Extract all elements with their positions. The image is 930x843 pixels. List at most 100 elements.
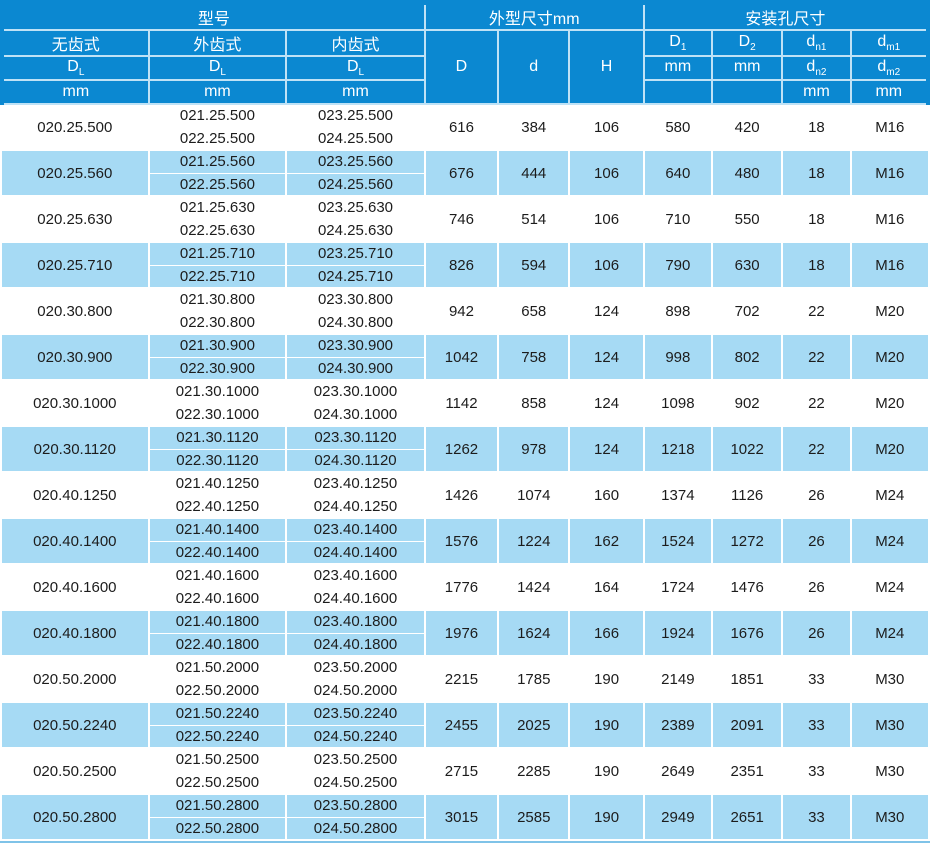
cell-internal-model-1: 023.25.500 [285,103,426,128]
cell-dn: 18 [781,103,852,151]
cell-toothless-model: 020.30.900 [2,333,150,381]
cell-D2: 802 [710,333,784,381]
cell-dm: M16 [849,195,928,243]
cell-toothless-model: 020.25.630 [2,195,150,243]
cell-internal-model-2: 024.50.2800 [285,816,426,841]
cell-dim-d: 978 [497,425,571,473]
cell-dim-H: 190 [568,747,645,795]
cell-dm: M16 [849,241,928,289]
cell-dm: M20 [849,333,928,381]
cell-dim-D: 3015 [423,793,500,841]
table-body: 020.25.500 021.25.500 023.25.500 616 384… [2,103,928,841]
cell-dm: M30 [849,701,928,749]
cell-toothless-model: 020.25.560 [2,149,150,197]
cell-external-model-2: 022.40.1250 [147,494,288,519]
header-group-mounting-holes: 安装孔尺寸 [642,0,930,31]
cell-internal-model-1: 023.25.630 [285,195,426,220]
header-dn2: dn2 [781,55,852,81]
cell-external-model-1: 021.25.630 [147,195,288,220]
cell-external-model-2: 022.25.560 [147,172,288,197]
cell-external-model-1: 021.40.1600 [147,563,288,588]
cell-dim-d: 1785 [497,655,571,703]
cell-external-model-1: 021.50.2240 [147,701,288,726]
cell-dim-d: 1624 [497,609,571,657]
cell-internal-model-1: 023.30.1000 [285,379,426,404]
table-row-sub-b: 022.30.900 024.30.900 [2,356,928,381]
cell-D1: 640 [642,149,714,197]
cell-external-model-2: 022.40.1800 [147,632,288,657]
table-row-sub-a: 020.50.2240 021.50.2240 023.50.2240 2455… [2,701,928,749]
cell-toothless-model: 020.40.1600 [2,563,150,611]
table-row-sub-b: 022.40.1600 024.40.1600 [2,586,928,611]
cell-dim-D: 676 [423,149,500,197]
header-D2-blank [710,79,784,105]
cell-dim-H: 190 [568,655,645,703]
cell-dim-d: 2585 [497,793,571,841]
cell-external-model-1: 021.30.900 [147,333,288,358]
table-row-sub-a: 020.25.630 021.25.630 023.25.630 746 514… [2,195,928,243]
cell-external-model-2: 022.50.2240 [147,724,288,749]
cell-external-model-2: 022.50.2000 [147,678,288,703]
cell-external-model-1: 021.40.1250 [147,471,288,496]
cell-toothless-model: 020.50.2800 [2,793,150,841]
cell-internal-model-2: 024.25.560 [285,172,426,197]
cell-internal-model-2: 024.50.2240 [285,724,426,749]
table-row-sub-b: 022.50.2000 024.50.2000 [2,678,928,703]
header-group-row: 型号 外型尺寸mm 安装孔尺寸 [0,0,930,31]
cell-internal-model-2: 024.30.800 [285,310,426,335]
cell-toothless-model: 020.30.1000 [2,379,150,427]
cell-dm: M30 [849,655,928,703]
cell-dm: M30 [849,793,928,841]
cell-dim-H: 162 [568,517,645,565]
table-row-sub-b: 022.25.500 024.25.500 [2,126,928,151]
cell-internal-model-1: 023.50.2000 [285,655,426,680]
cell-internal-model-2: 024.40.1250 [285,494,426,519]
cell-dn: 18 [781,195,852,243]
cell-dim-d: 444 [497,149,571,197]
cell-dn: 26 [781,609,852,657]
cell-dm: M16 [849,149,928,197]
header-dim-d: d [497,29,571,105]
cell-dim-H: 190 [568,793,645,841]
cell-internal-model-2: 024.25.710 [285,264,426,289]
cell-D1: 998 [642,333,714,381]
cell-internal-model-1: 023.40.1250 [285,471,426,496]
cell-external-model-1: 021.40.1800 [147,609,288,634]
cell-dm: M20 [849,425,928,473]
header-type-row: 无齿式 外齿式 内齿式 D d H D1 D2 dn1 dm1 [0,29,930,105]
cell-internal-model-2: 024.40.1800 [285,632,426,657]
table-row-sub-a: 020.50.2500 021.50.2500 023.50.2500 2715… [2,747,928,795]
cell-internal-model-1: 023.25.710 [285,241,426,266]
cell-internal-model-1: 023.25.560 [285,149,426,174]
cell-internal-model-1: 023.30.800 [285,287,426,312]
cell-toothless-model: 020.50.2000 [2,655,150,703]
cell-external-model-1: 021.25.710 [147,241,288,266]
cell-dim-d: 594 [497,241,571,289]
cell-internal-model-1: 023.40.1400 [285,517,426,542]
header-dm1: dm1 [849,29,930,57]
cell-dim-D: 2455 [423,701,500,749]
header-dim-H: H [568,29,645,105]
header-group-model: 型号 [0,0,426,31]
cell-toothless-model: 020.25.710 [2,241,150,289]
cell-external-model-2: 022.50.2800 [147,816,288,841]
cell-internal-model-1: 023.30.1120 [285,425,426,450]
cell-dn: 18 [781,149,852,197]
header-dn1: dn1 [781,29,852,57]
table-row-sub-b: 022.50.2240 024.50.2240 [2,724,928,749]
cell-external-model-1: 021.30.800 [147,287,288,312]
cell-D1: 1098 [642,379,714,427]
table-row-sub-b: 022.25.710 024.25.710 [2,264,928,289]
header-internal-unit: mm [285,79,426,105]
header-internal-symbol: DL [285,55,426,81]
cell-toothless-model: 020.30.800 [2,287,150,335]
cell-toothless-model: 020.30.1120 [2,425,150,473]
cell-dm: M20 [849,287,928,335]
cell-dim-H: 106 [568,195,645,243]
cell-D1: 2149 [642,655,714,703]
cell-dn: 18 [781,241,852,289]
cell-external-model-2: 022.25.710 [147,264,288,289]
cell-D2: 2091 [710,701,784,749]
cell-external-model-1: 021.30.1120 [147,425,288,450]
cell-external-model-1: 021.50.2500 [147,747,288,772]
